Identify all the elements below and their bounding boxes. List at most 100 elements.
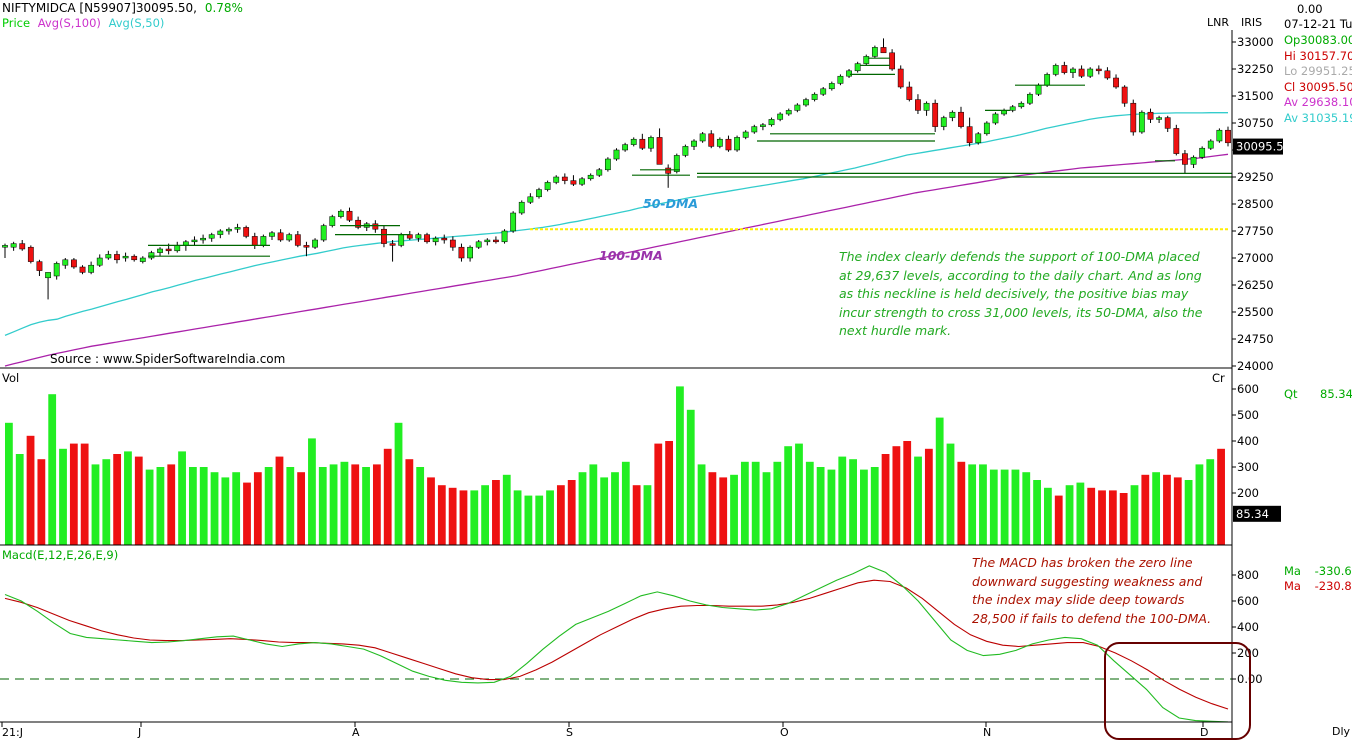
candle-body (269, 232, 275, 237)
volume-bar (784, 446, 793, 545)
candle-body (1216, 129, 1223, 142)
volume-bar (1163, 474, 1171, 545)
volume-bar (145, 469, 154, 545)
candle-body (501, 230, 508, 243)
candle-body (208, 234, 215, 239)
volume-bar (849, 459, 857, 545)
macd-tick-label: 400 (1237, 620, 1259, 634)
candle-body (1018, 102, 1025, 108)
candle-body (760, 124, 766, 127)
price-tick-label: 29250 (1237, 170, 1274, 184)
candle-body (648, 137, 654, 149)
ma100-line (4, 153, 1229, 367)
volume-bar (80, 443, 89, 545)
candle-body (1070, 68, 1076, 73)
candlestick-series (2, 38, 1232, 300)
volume-bar (286, 467, 295, 545)
volume-bar (860, 469, 868, 545)
candle-body (871, 47, 878, 57)
volume-bar (383, 448, 392, 545)
candle-body (122, 255, 129, 259)
price-tick-label: 32250 (1237, 62, 1274, 76)
candle-body (906, 86, 913, 100)
volume-bar (199, 467, 208, 545)
candle-body (665, 167, 672, 174)
price-tick-label: 31500 (1237, 89, 1274, 103)
timeframe-label[interactable]: Dly (1332, 725, 1351, 738)
volume-bar (1000, 469, 1009, 545)
candle-body (897, 68, 904, 88)
volume-tick-label: 300 (1237, 460, 1259, 474)
volume-bar (437, 485, 446, 545)
candle-body (975, 133, 982, 144)
candle-body (398, 234, 405, 246)
price-tick-label: 26250 (1237, 278, 1274, 292)
candle-body (1027, 93, 1033, 104)
volume-tick-label: 600 (1237, 382, 1259, 396)
volume-bar (513, 490, 522, 545)
volume-bar (1152, 472, 1161, 545)
price-tick-label: 30750 (1237, 116, 1274, 130)
volume-bar (740, 461, 749, 545)
last-volume-label: 85.34 (1236, 507, 1269, 521)
volume-bar (914, 456, 922, 545)
candle-body (243, 227, 250, 237)
date-tick-label: S (566, 726, 573, 739)
volume-bar (1054, 495, 1063, 545)
candle-body (329, 216, 336, 226)
candle-body (518, 201, 525, 214)
ma100-line-group (4, 153, 1229, 367)
volume-bar (492, 480, 500, 545)
candle-body (449, 239, 456, 248)
candle-body (19, 243, 26, 250)
macd-highlight-circle (1104, 642, 1251, 740)
last-price-tag (1233, 138, 1283, 155)
volume-title: Vol (2, 371, 20, 385)
candle-body (36, 261, 43, 271)
volume-bar (611, 472, 619, 545)
date-tick-label: A (352, 726, 360, 739)
volume-bar (69, 443, 78, 545)
volume-bar (556, 485, 565, 545)
volume-bar (730, 474, 738, 545)
volume-bar (881, 454, 890, 545)
macd-tick-label: 200 (1237, 646, 1259, 660)
source-label: Source : www.SpiderSoftwareIndia.com (50, 352, 286, 366)
date-tick-label: D (1200, 726, 1208, 739)
avg50-row: Av 31035.19 (1284, 110, 1352, 125)
candle-body (10, 243, 17, 248)
candle-body (940, 117, 947, 127)
candle-body (622, 144, 629, 151)
scale-mode[interactable]: LNR (1207, 16, 1229, 29)
candle-body (682, 146, 689, 156)
candle-body (966, 126, 973, 144)
candle-body (596, 169, 603, 176)
legend-ma50: Avg(S,50) (108, 16, 165, 30)
candle-body (139, 257, 146, 262)
volume-bar (838, 456, 847, 545)
candle-body (785, 110, 792, 115)
candle-body (604, 158, 611, 171)
volume-bar (91, 464, 100, 545)
candle-body (88, 264, 95, 273)
candle-body (742, 131, 749, 138)
volume-bar (481, 485, 490, 545)
volume-bar (405, 459, 414, 545)
candle-body (45, 272, 51, 279)
candle-body (165, 248, 172, 252)
volume-bar (816, 467, 825, 545)
candle-body (1009, 106, 1016, 111)
candle-body (544, 182, 551, 190)
macd-tick-label: 800 (1237, 568, 1259, 582)
volume-bar (762, 472, 771, 545)
candle-body (1173, 128, 1180, 154)
volume-tick-label: 200 (1237, 486, 1259, 500)
candle-body (79, 266, 86, 273)
volume-bar (546, 490, 554, 545)
volume-bar (903, 441, 912, 545)
volume-bar (643, 485, 652, 545)
volume-bar (1098, 490, 1106, 545)
price-tick-label: 28500 (1237, 197, 1274, 211)
ohlc-panel: Op30083.00 Hi 30157.70 Lo 29951.25 Cl 30… (1284, 33, 1352, 126)
candle-body (1035, 84, 1042, 95)
